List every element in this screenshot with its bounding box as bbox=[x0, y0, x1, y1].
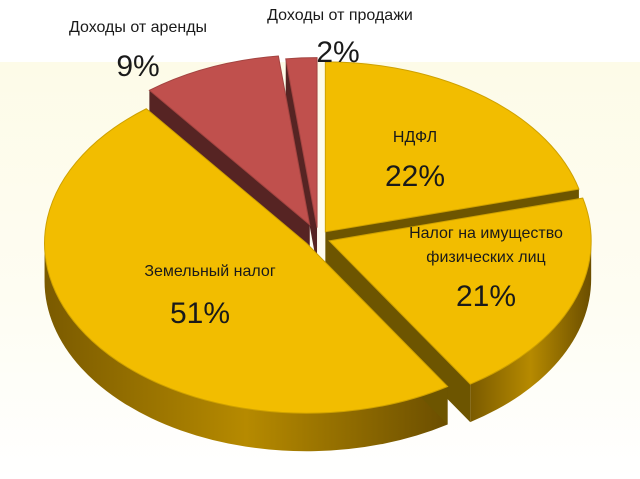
slice-value-land-tax: 51% bbox=[170, 297, 230, 330]
slice-label-sale-income: Доходы от продажи bbox=[267, 7, 413, 24]
pie-slice-land-tax bbox=[44, 108, 449, 414]
pie-slice-ndfl bbox=[324, 61, 580, 233]
slice-label-rent-income: Доходы от аренды bbox=[69, 19, 207, 36]
pie-slice-side-property-tax bbox=[470, 240, 592, 423]
slice-value-sale-income: 2% bbox=[316, 36, 359, 69]
pie-slice-property-tax bbox=[328, 197, 592, 385]
slice-label-land-tax: Земельный налог bbox=[144, 263, 275, 280]
slice-label-property-tax: Налог на имущество физических лиц bbox=[409, 225, 563, 266]
slice-value-rent-income: 9% bbox=[116, 50, 159, 83]
slice-label-ndfl: НДФЛ bbox=[393, 129, 437, 146]
pie-slice-sale-income bbox=[285, 57, 318, 228]
slice-value-ndfl: 22% bbox=[385, 160, 445, 193]
slice-value-property-tax: 21% bbox=[456, 280, 516, 313]
pie-slice-rent-income bbox=[148, 55, 311, 227]
pie-slice-side-land-tax bbox=[44, 243, 448, 452]
pie-slice-cut-sale-income-0 bbox=[285, 58, 318, 266]
